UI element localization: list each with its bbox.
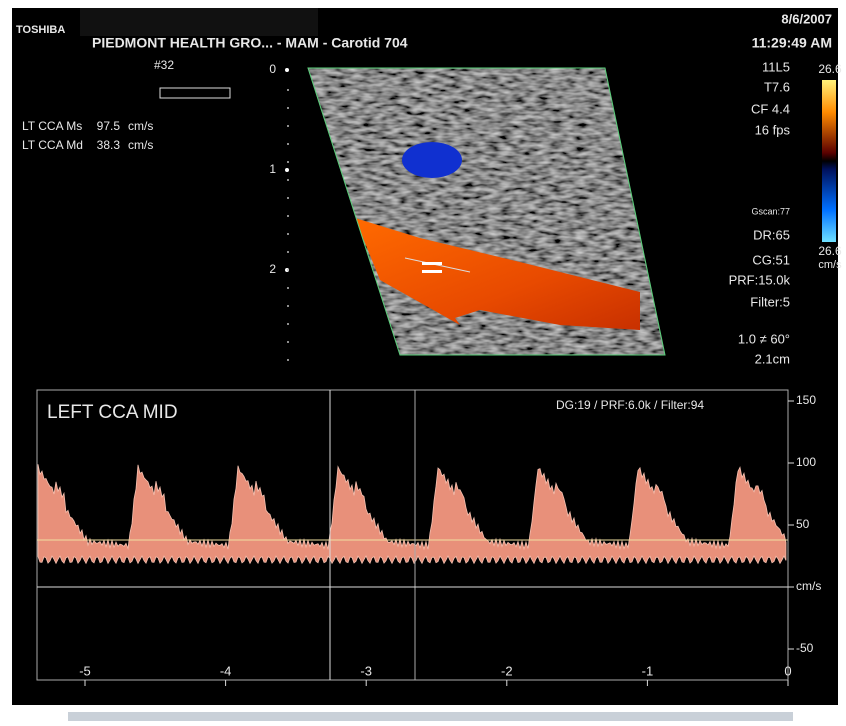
sample-gate [422,270,442,273]
depth-tick [285,68,289,72]
velocity-label: cm/s [796,579,821,593]
depth-scale: 0 1 2 [269,62,289,361]
depth-dot [287,251,289,253]
setting: DR:65 [753,227,790,242]
setting: 16 fps [755,122,791,137]
depth-dot [287,359,289,361]
time: 11:29:49 AM [752,35,832,51]
time-label: -5 [79,663,91,678]
color-scale-top: 26.6 [818,62,842,76]
depth-dot [287,89,289,91]
depth-dot [287,269,289,271]
depth-dot [287,341,289,343]
depth-label: 1 [269,162,276,176]
depth-dot [287,323,289,325]
depth-dot [287,161,289,163]
depth-dot [287,287,289,289]
doppler-waveform [37,464,787,565]
bottom-bar [68,712,793,721]
depth-tick [285,168,289,172]
velocity-label: 100 [796,455,816,469]
depth-label: 0 [269,62,276,76]
setting: 1.0 ≠ 60° [738,331,790,346]
depth-dot [287,233,289,235]
setting: 2.1cm [755,351,790,366]
frame-number: #32 [154,58,174,72]
measurement-value: 38.3 [97,138,121,152]
depth-dot [287,215,289,217]
sector-outline [307,67,666,356]
study-title: PIEDMONT HEALTH GRO... - MAM - Carotid 7… [92,35,408,51]
measurement-label: LT CCA Md [22,138,83,152]
time-label: 0 [784,663,791,678]
spectral-axes: 150 100 50 cm/s -50 -5 -4 -3 -2 -1 0 [37,390,821,686]
velocity-label: -50 [796,641,814,655]
velocity-label: 50 [796,517,810,531]
setting: PRF:15.0k [729,272,791,287]
time-label: -4 [220,663,232,678]
header-box [80,8,318,36]
setting: Gscan:77 [751,206,790,216]
color-scale-bottom: 26.6 [818,244,842,258]
time-label: -2 [501,663,513,678]
setting: CF 4.4 [751,101,790,116]
settings: 11L5 T7.6 CF 4.4 16 fps Gscan:77 DR:65 CG:51 PR… [729,59,791,366]
setting: 11L5 [762,59,790,74]
measurement-value: 97.5 [97,119,121,133]
measurement-label: LT CCA Ms [22,119,82,133]
setting: CG:51 [752,252,790,267]
setting: Filter:5 [750,294,790,309]
color-flow-vessel [355,218,640,330]
velocity-label: 150 [796,393,816,407]
depth-dot [287,107,289,109]
depth-dot [287,197,289,199]
setting: T7.6 [764,79,790,94]
depth-dot [287,125,289,127]
color-flow-blue [402,142,462,178]
sample-gate [422,262,442,265]
depth-dot [287,143,289,145]
measurement-unit: cm/s [128,119,153,133]
time-label: -3 [360,663,372,678]
depth-dot [287,179,289,181]
brand: TOSHIBA [16,24,65,36]
spectral-title: LEFT CCA MID [47,402,178,423]
measurement-unit: cm/s [128,138,153,152]
measurements: LT CCA Ms 97.5 cm/s LT CCA Md 38.3 cm/s [22,119,153,152]
depth-dot [287,305,289,307]
color-scale-unit: cm/s [818,259,842,271]
depth-label: 2 [269,262,276,276]
spectral-settings: DG:19 / PRF:6.0k / Filter:94 [556,398,704,412]
color-bar [822,80,836,242]
date: 8/6/2007 [781,11,832,26]
frame-slider [159,87,231,99]
time-label: -1 [642,663,654,678]
